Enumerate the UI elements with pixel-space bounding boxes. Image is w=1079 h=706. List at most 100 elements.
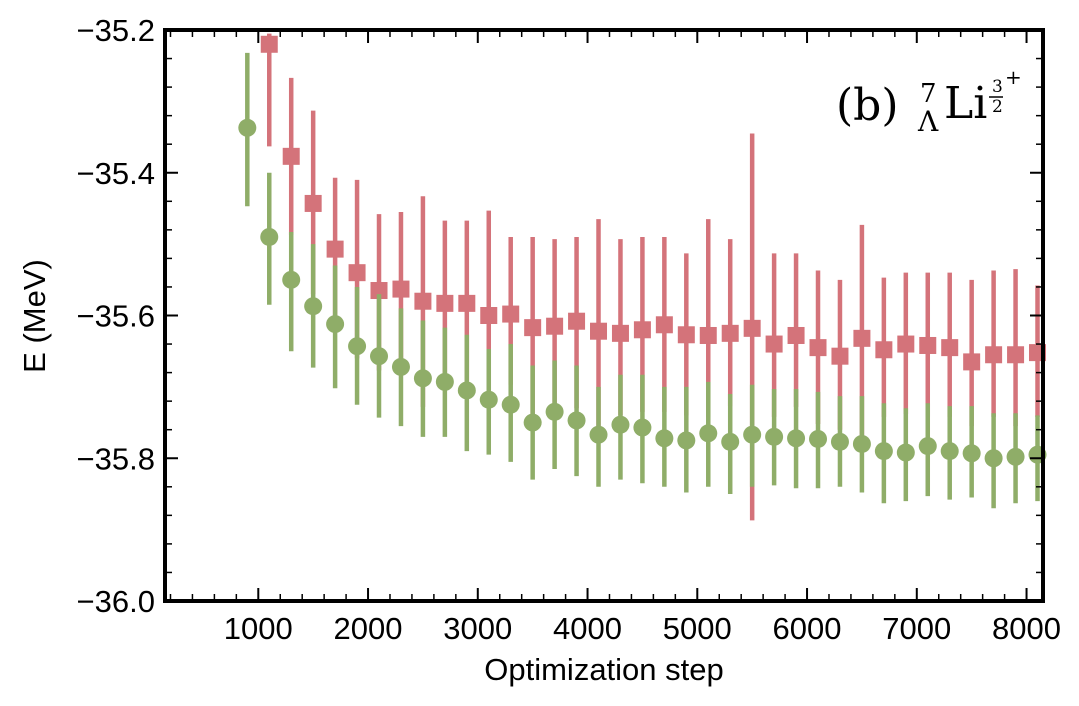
circle-series-point [413, 369, 432, 388]
y-tick-label: −35.4 [77, 156, 155, 191]
circle-series-point [896, 443, 915, 462]
circle-series-point [260, 227, 279, 246]
circle-series [238, 52, 1047, 509]
x-tick-label: 8000 [992, 611, 1061, 646]
square-series-point [260, 35, 278, 53]
circle-series-point [479, 390, 498, 409]
x-tick-label: 3000 [443, 611, 512, 646]
circle-series-point [962, 444, 981, 463]
circle-series-point [984, 449, 1003, 468]
circle-series-point [523, 413, 542, 432]
circle-series-point [501, 395, 520, 414]
circle-series-point [391, 357, 410, 376]
square-series-point [765, 335, 783, 353]
square-series-point [546, 317, 564, 335]
y-tick-label: −35.2 [77, 13, 155, 48]
tick-labels: 1000 2000 3000 4000 5000 6000 7000 8000 −36.0 −35… [77, 13, 1061, 646]
circle-series-point [874, 442, 893, 461]
square-series-point [414, 292, 432, 310]
square-series-point [633, 321, 651, 339]
plot-data-layer [238, 33, 1047, 521]
x-tick-label: 2000 [334, 611, 403, 646]
annotation-spin-numerator: 3 [992, 77, 1003, 97]
circle-series-point [721, 432, 740, 451]
panel-label: (b) [836, 80, 899, 131]
circle-series-point [370, 347, 389, 366]
circle-series-point [567, 411, 586, 430]
square-series-point [721, 324, 739, 342]
square-series-point [831, 347, 849, 365]
square-series-point [326, 240, 344, 258]
y-axis-label: E (MeV) [17, 259, 52, 373]
x-tick-label: 4000 [553, 611, 622, 646]
circle-series-point [655, 429, 674, 448]
square-series-point [348, 264, 366, 282]
square-series-point [282, 147, 300, 165]
circle-series-point [545, 402, 564, 421]
circle-series-point [743, 425, 762, 444]
circle-series-point [1006, 447, 1025, 466]
square-series-point [897, 335, 915, 353]
y-tick-label: −35.6 [77, 299, 155, 334]
annotation-parity: + [1005, 65, 1022, 89]
square-series-point [985, 346, 1003, 364]
circle-series-point [304, 297, 323, 316]
panel-annotation: (b) 7 Λ Li 3 2 + [836, 65, 1022, 138]
circle-series-point [611, 415, 630, 434]
circle-series-point [282, 270, 301, 289]
circle-series-point [830, 432, 849, 451]
x-tick-label: 1000 [224, 611, 293, 646]
square-series-point [699, 326, 717, 344]
square-series-point [787, 326, 805, 344]
square-series-point [304, 194, 322, 212]
square-series-point [1007, 346, 1025, 364]
y-tick-label: −36.0 [77, 584, 155, 619]
annotation-mass-number: 7 [920, 79, 937, 109]
square-series-point [568, 312, 586, 330]
square-series-point [655, 316, 673, 334]
circle-series-point [677, 431, 696, 450]
square-series-point [590, 322, 608, 340]
circle-series-point [787, 429, 806, 448]
square-series-point [502, 305, 520, 323]
x-tick-label: 7000 [882, 611, 951, 646]
square-series-point [480, 307, 498, 324]
circle-series-point [699, 424, 718, 443]
square-series-point [941, 339, 959, 357]
annotation-element: Li [944, 78, 987, 129]
circle-series-point [765, 427, 784, 446]
annotation-spin-denominator: 2 [992, 97, 1003, 117]
circle-series-point [852, 434, 871, 453]
circle-series-point [238, 118, 257, 137]
square-series-point [436, 294, 454, 312]
square-series-point [919, 336, 937, 354]
circle-series-point [633, 418, 652, 437]
square-series-point [809, 339, 827, 357]
plot-frame [163, 28, 1045, 603]
x-tick-label: 5000 [663, 611, 732, 646]
square-series [260, 33, 1047, 521]
annotation-lambda-subscript: Λ [917, 105, 939, 138]
circle-series-point [457, 381, 476, 400]
y-tick-label: −35.8 [77, 441, 155, 476]
square-series-point [677, 326, 695, 344]
circle-series-point [435, 372, 454, 391]
tick-marks [165, 29, 1043, 602]
circle-series-point [940, 442, 959, 461]
square-series-point [524, 319, 542, 337]
circle-series-point [348, 337, 367, 356]
x-axis-label: Optimization step [484, 652, 724, 687]
circle-series-point [809, 429, 828, 448]
square-series-point [611, 324, 629, 342]
square-series-point [458, 294, 476, 312]
circle-series-point [589, 425, 608, 444]
circle-series-point [918, 437, 937, 456]
x-tick-label: 6000 [773, 611, 842, 646]
square-series-point [963, 353, 981, 371]
square-series-point [875, 341, 893, 359]
square-series-point [853, 329, 871, 347]
square-series-point [743, 319, 761, 337]
circle-series-point [326, 315, 345, 334]
square-series-point [370, 282, 388, 300]
